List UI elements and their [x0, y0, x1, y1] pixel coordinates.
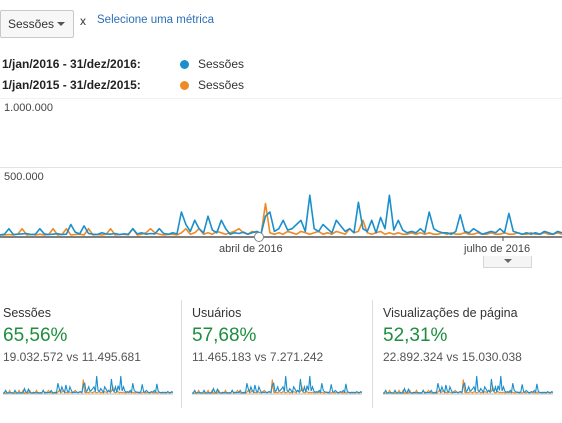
kpi-sparkline — [383, 375, 553, 395]
select-metric-link[interactable]: Selecione uma métrica — [97, 14, 214, 26]
metric-select[interactable]: Sessões — [0, 10, 74, 38]
annotation-marker-icon — [254, 232, 264, 242]
kpi-change: 52,31% — [383, 325, 448, 346]
sessions-line-chart[interactable] — [0, 98, 562, 248]
kpi-card-users[interactable]: Usuários 57,68% 11.465.183 vs 7.271.242 — [181, 300, 371, 408]
x-axis-tick-label: julho de 2016 — [464, 243, 531, 255]
collapse-chart-button[interactable] — [483, 256, 532, 268]
kpi-comparison: 11.465.183 vs 7.271.242 — [192, 350, 324, 364]
kpi-change: 65,56% — [3, 325, 68, 346]
legend-dot-icon — [180, 80, 189, 90]
legend-range: 1/jan/2016 - 31/dez/2016: — [2, 57, 141, 71]
kpi-comparison: 19.032.572 vs 11.495.681 — [3, 350, 141, 364]
y-axis-tick-label: 1.000.000 — [4, 102, 53, 114]
series-line-2015 — [0, 202, 562, 236]
legend-series-name: Sessões — [198, 57, 245, 71]
remove-metric-button[interactable]: x — [80, 14, 86, 28]
kpi-title: Sessões — [3, 306, 51, 320]
legend-series-name: Sessões — [198, 78, 245, 92]
sparkline-2016 — [3, 375, 173, 394]
sparkline-2016 — [383, 375, 553, 394]
kpi-title: Usuários — [192, 306, 242, 320]
caret-down-icon — [57, 22, 65, 26]
kpi-comparison: 22.892.324 vs 15.030.038 — [383, 350, 522, 364]
metric-select-value: Sessões — [8, 17, 55, 31]
kpi-sparkline — [3, 375, 173, 395]
kpi-sparkline — [192, 375, 362, 395]
x-axis-tick-label: abril de 2016 — [219, 243, 283, 255]
kpi-card-sessions[interactable]: Sessões 65,56% 19.032.572 vs 11.495.681 — [0, 300, 180, 408]
sparkline-2016 — [192, 375, 362, 394]
y-axis-tick-label: 500.000 — [4, 171, 44, 183]
legend-range: 1/jan/2015 - 31/dez/2015: — [2, 78, 141, 92]
legend-item-2015: 1/jan/2015 - 31/dez/2015: Sessões — [2, 77, 244, 93]
kpi-title: Visualizações de página — [383, 306, 518, 320]
legend-item-2016: 1/jan/2016 - 31/dez/2016: Sessões — [2, 56, 244, 72]
chevron-down-icon — [504, 259, 512, 263]
series-line-2016 — [0, 194, 562, 236]
kpi-card-pageviews[interactable]: Visualizações de página 52,31% 22.892.32… — [372, 300, 562, 408]
legend-dot-icon — [180, 59, 189, 69]
kpi-change: 57,68% — [192, 325, 257, 346]
